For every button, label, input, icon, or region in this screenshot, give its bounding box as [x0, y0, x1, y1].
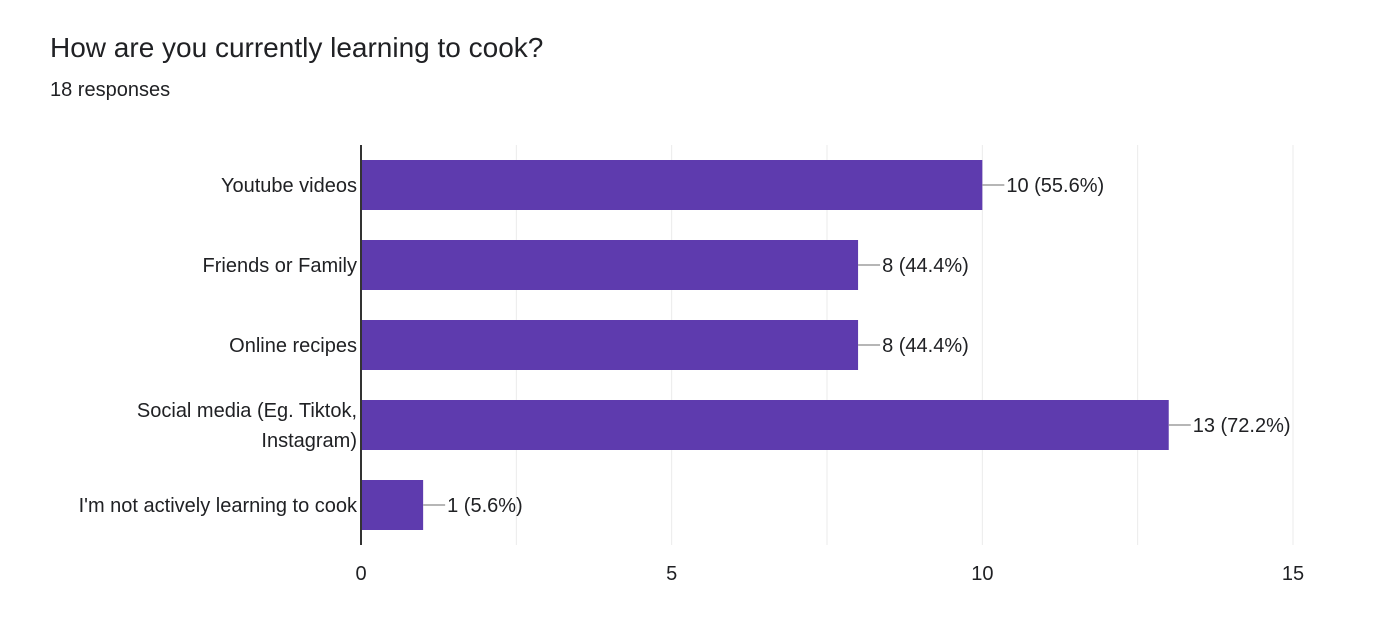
chart-title: How are you currently learning to cook?: [50, 32, 544, 63]
response-count: 18 responses: [50, 79, 171, 101]
x-tick-label: 10: [971, 563, 993, 585]
category-label-line: Social media (Eg. Tiktok,: [137, 400, 357, 422]
value-label: 8 (44.4%): [882, 255, 969, 277]
category-label-line: Youtube videos: [221, 175, 357, 197]
category-label: Online recipes: [229, 335, 357, 357]
bar: [361, 320, 859, 370]
x-tick-label: 5: [666, 563, 677, 585]
bar: [361, 480, 424, 530]
x-tick-label: 0: [355, 563, 366, 585]
bar: [361, 240, 859, 290]
category-label: Social media (Eg. Tiktok, Instagram): [137, 400, 357, 452]
value-label: 13 (72.2%): [1193, 415, 1291, 437]
bar: [361, 160, 983, 210]
bar: [361, 400, 1169, 450]
value-label: 8 (44.4%): [882, 335, 969, 357]
category-label-line: I'm not actively learning to cook: [79, 495, 358, 517]
category-label-line: Instagram): [261, 430, 357, 452]
value-label: 10 (55.6%): [1006, 175, 1104, 197]
category-label: Friends or Family: [203, 255, 357, 277]
category-label: I'm not actively learning to cook: [79, 495, 358, 517]
x-tick-label: 15: [1282, 563, 1304, 585]
category-label-line: Online recipes: [229, 335, 357, 357]
category-label-line: Friends or Family: [203, 255, 357, 277]
category-label: Youtube videos: [221, 175, 357, 197]
value-label: 1 (5.6%): [447, 495, 523, 517]
